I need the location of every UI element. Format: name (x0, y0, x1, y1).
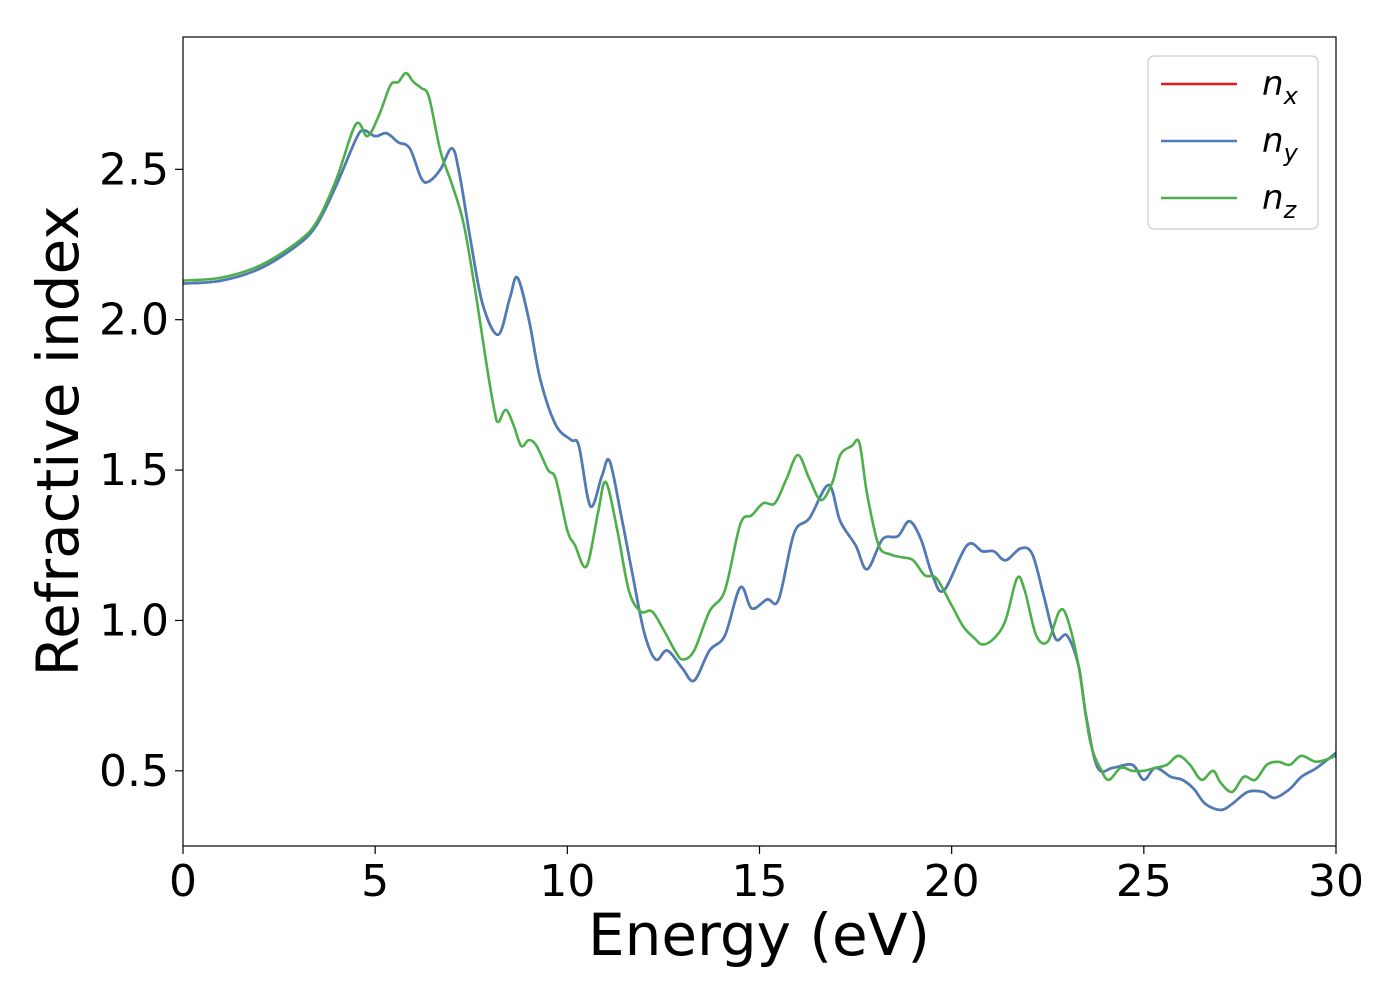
x-tick-label: 10 (539, 856, 595, 907)
series-line-ny (183, 128, 1336, 812)
legend-label-nx: nx (1262, 64, 1299, 110)
legend-label-ny: ny (1262, 121, 1299, 167)
x-tick-label: 15 (732, 856, 788, 907)
x-tick-label: 25 (1116, 856, 1172, 907)
x-tick-label: 30 (1308, 856, 1364, 907)
x-tick-label: 0 (169, 856, 197, 907)
legend-box (1147, 55, 1319, 230)
x-tick-label: 20 (924, 856, 980, 907)
y-tick-label: 2.5 (99, 144, 169, 195)
y-axis-title: Refractive index (24, 205, 92, 676)
series-layer (183, 71, 1336, 812)
plot-area (183, 37, 1336, 846)
x-axis-title: Energy (eV) (588, 901, 930, 969)
series-line-nz (183, 71, 1336, 794)
x-tick-label: 5 (361, 856, 389, 907)
y-axis: 0.5 1.0 1.5 2.0 2.5 (99, 144, 183, 797)
legend-label-nz: nz (1262, 178, 1298, 224)
legend: nx ny nz (1147, 55, 1319, 230)
x-axis: 0 5 10 15 20 25 30 (169, 846, 1364, 907)
y-tick-label: 1.0 (99, 595, 169, 646)
y-tick-label: 0.5 (99, 746, 169, 797)
y-tick-label: 2.0 (99, 295, 169, 346)
y-tick-label: 1.5 (99, 445, 169, 496)
